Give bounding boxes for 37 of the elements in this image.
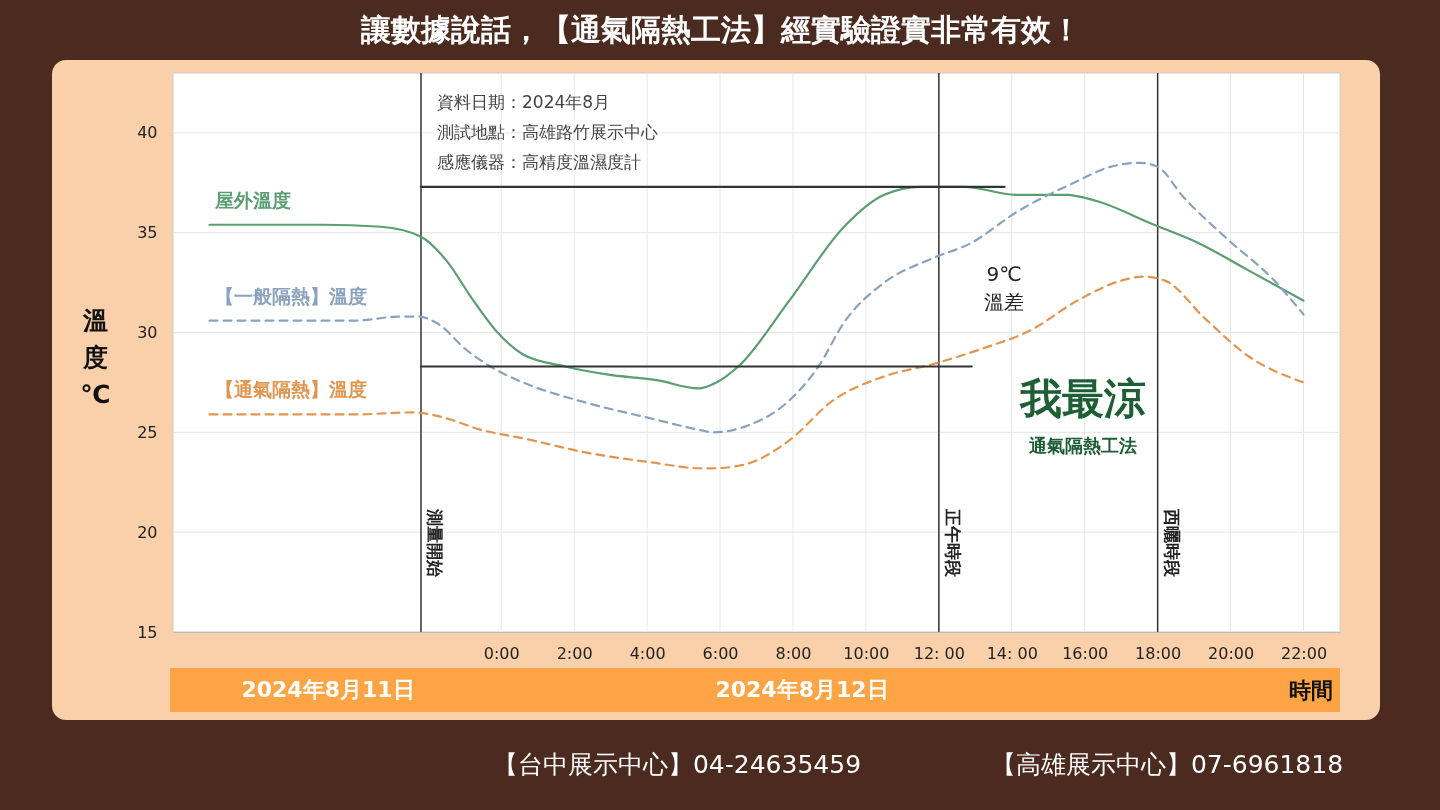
ref-line-label: 測量開始 [424, 508, 445, 578]
annotation: 9℃ 溫差 [984, 262, 1024, 314]
x-tick-label: 2:00 [556, 643, 593, 663]
annotation: 測試地點：高雄路竹展示中心 [437, 122, 658, 142]
x-tick-label: 16:00 [1062, 643, 1109, 663]
y-tick-label: 35 [137, 223, 158, 243]
y-tick-label: 15 [137, 622, 158, 642]
annotation: 通氣隔熱工法 [1028, 435, 1137, 456]
x-axis-title: 時間 [1288, 677, 1333, 703]
x-tick-label: 0:00 [483, 643, 520, 663]
chart-title: 讓數據說話，【通氣隔熱工法】經實驗證實非常有效！ [359, 12, 1081, 47]
annotation: 我最涼 [1019, 374, 1146, 423]
ref-line-label: 正午時段 [942, 508, 963, 578]
annotation: 感應儀器：高精度溫濕度計 [437, 152, 641, 172]
text: 【高雄展示中心】07-6961818 [990, 750, 1344, 779]
x-tick-label: 8:00 [775, 643, 812, 663]
y-tick-label: 25 [137, 422, 158, 442]
x-tick-label: 18:00 [1135, 643, 1182, 663]
x-tick-label: 4:00 [629, 643, 666, 663]
y-tick-label: 20 [137, 522, 158, 542]
text: 2024年8月12日 [715, 677, 889, 702]
x-tick-label: 12: 00 [913, 643, 965, 663]
x-tick-label: 20:00 [1208, 643, 1255, 663]
x-tick-label: 10:00 [843, 643, 890, 663]
x-tick-label: 22:00 [1280, 643, 1328, 663]
x-tick-label: 14: 00 [986, 643, 1038, 663]
ref-line-label: 西曬時段 [1161, 508, 1182, 578]
x-tick-label: 6:00 [702, 643, 739, 663]
series-label: 【通氣隔熱】溫度 [215, 378, 368, 401]
series-label: 【一般隔熱】溫度 [215, 284, 368, 307]
annotation: 資料日期：2024年8月 [437, 92, 611, 112]
y-tick-label: 40 [137, 123, 158, 143]
text: 2024年8月11日 [241, 677, 415, 702]
text: 【台中展示中心】04-24635459 [492, 750, 862, 779]
series-label: 屋外溫度 [214, 188, 292, 211]
y-tick-label: 30 [137, 323, 158, 343]
y-axis-title: 溫度℃ [80, 305, 111, 409]
